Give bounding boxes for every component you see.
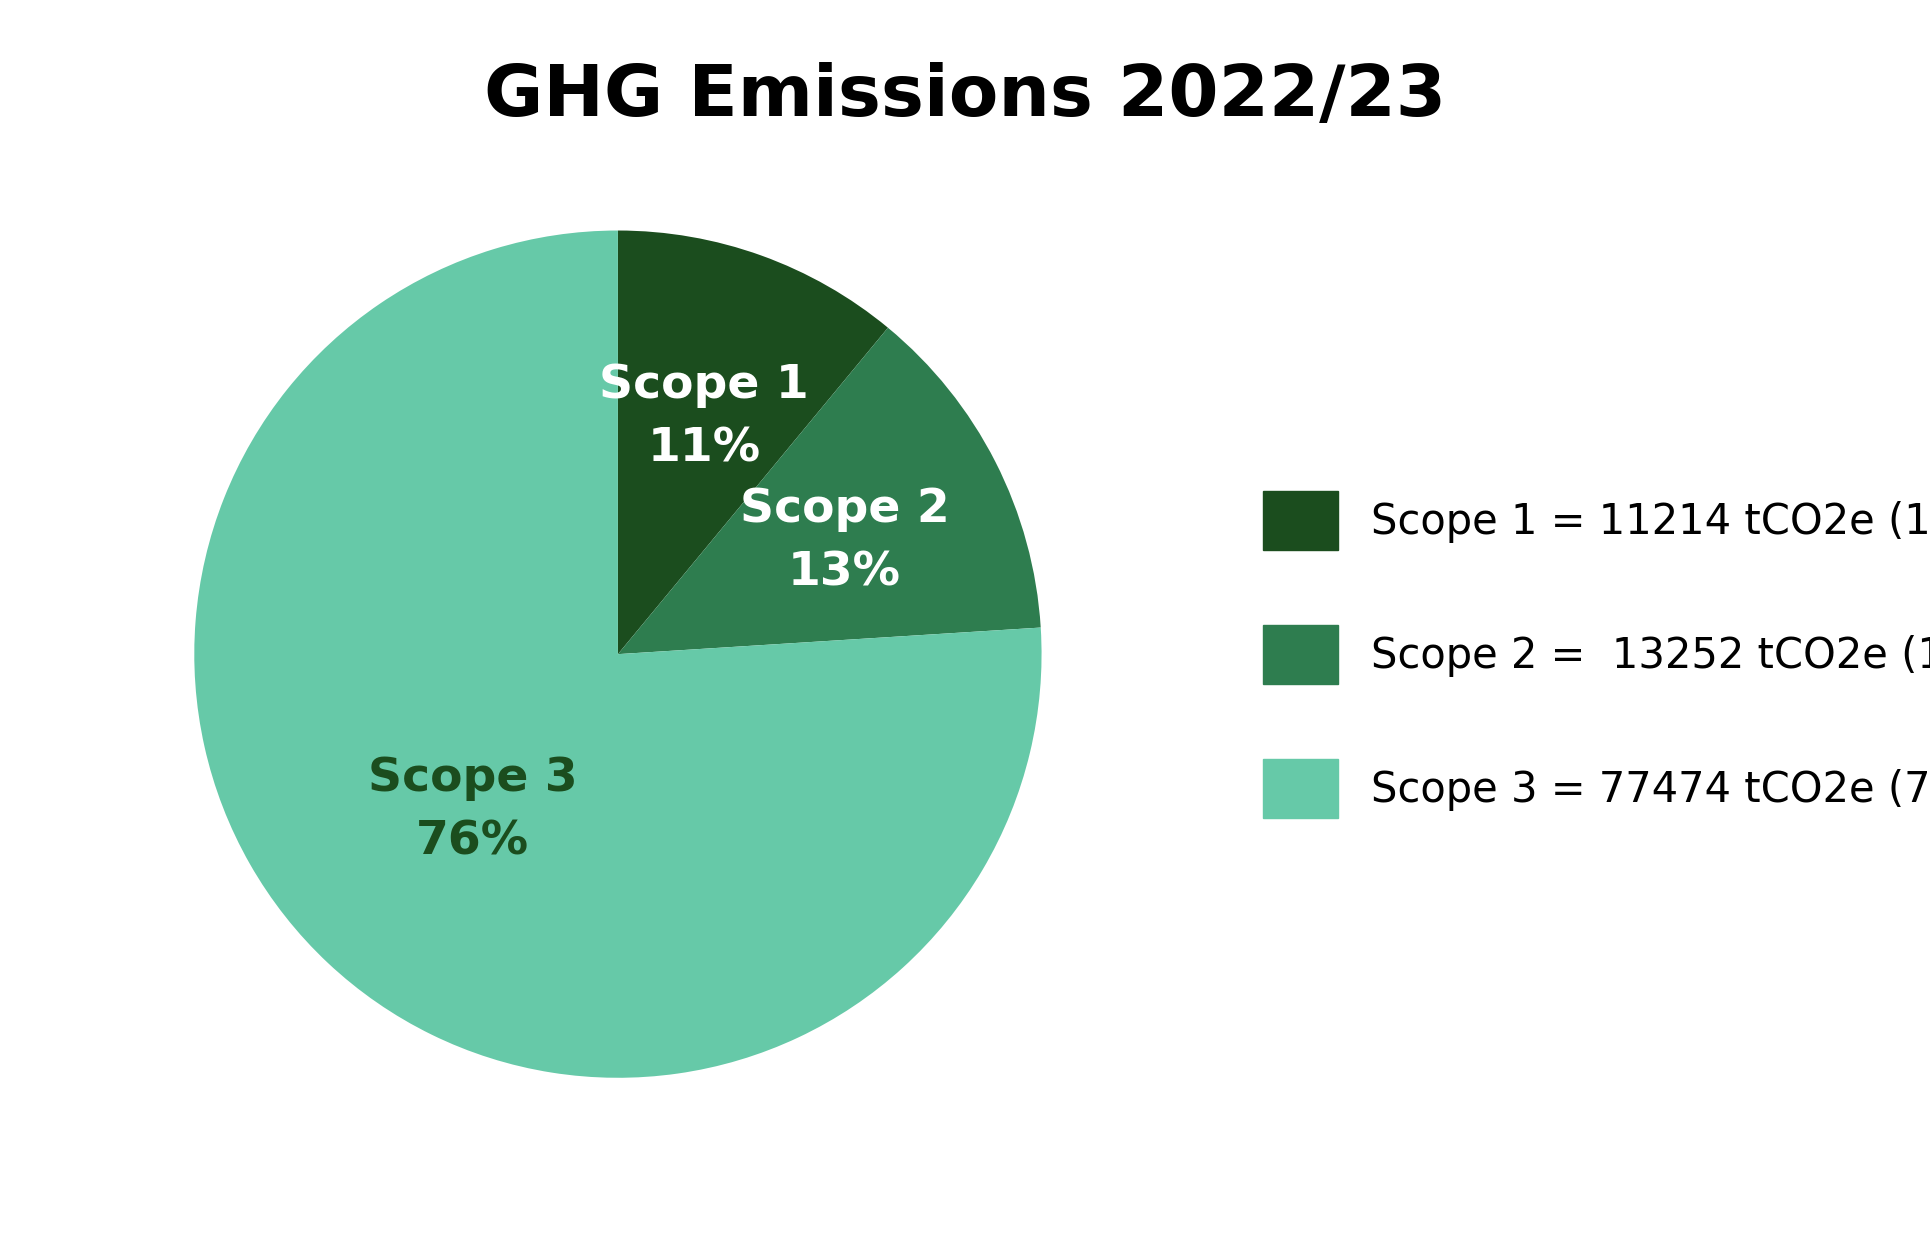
Wedge shape <box>618 328 1040 654</box>
Text: Scope 3: Scope 3 <box>369 756 577 801</box>
Text: Scope 1: Scope 1 <box>598 363 809 407</box>
Text: 13%: 13% <box>787 551 901 596</box>
Text: 11%: 11% <box>647 426 760 471</box>
Text: GHG Emissions 2022/23: GHG Emissions 2022/23 <box>484 62 1446 131</box>
Text: 76%: 76% <box>417 820 529 865</box>
Wedge shape <box>195 231 1040 1078</box>
Legend: Scope 1 = 11214 tCO2e (11%), Scope 2 =  13252 tCO2e (13%), Scope 3 = 77474 tCO2e: Scope 1 = 11214 tCO2e (11%), Scope 2 = 1… <box>1220 449 1930 860</box>
Wedge shape <box>618 231 888 654</box>
Text: Scope 2: Scope 2 <box>739 487 950 532</box>
